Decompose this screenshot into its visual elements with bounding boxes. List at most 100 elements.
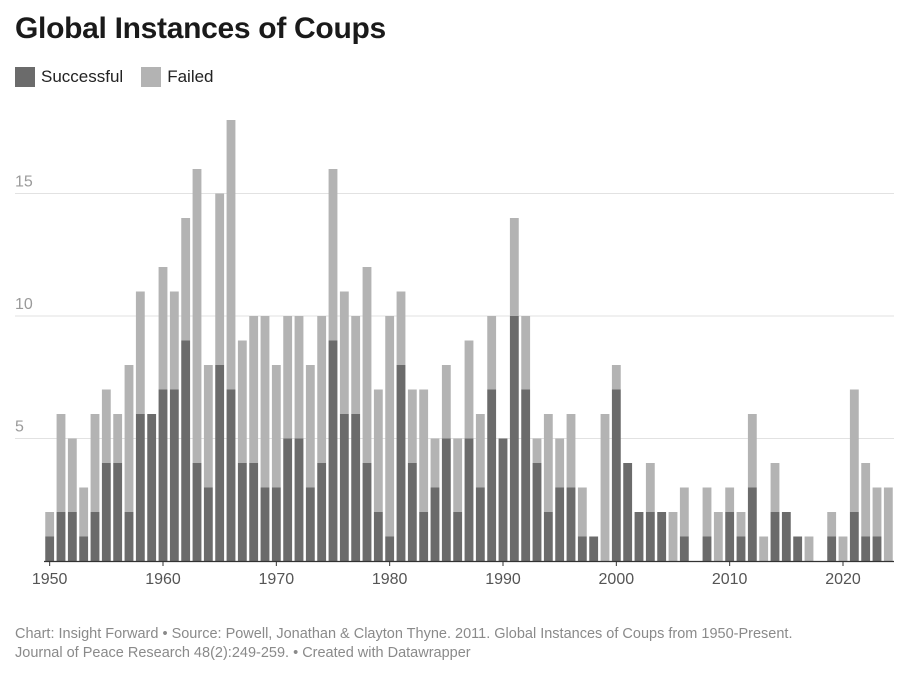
bar-successful-1953: [79, 536, 89, 561]
bar-successful-2008: [702, 536, 712, 561]
x-tick-label: 1960: [145, 571, 181, 588]
bar-failed-1997: [577, 487, 587, 537]
bar-failed-1970: [271, 365, 281, 488]
bar-failed-1999: [600, 414, 610, 561]
y-tick-label: 10: [15, 296, 33, 313]
bar-successful-2016: [793, 536, 803, 561]
bar-successful-1991: [509, 316, 519, 561]
bar-successful-1968: [249, 463, 259, 561]
bar-failed-1988: [475, 414, 485, 488]
bar-failed-2021: [849, 389, 859, 512]
bar-failed-1969: [260, 316, 270, 488]
bar-failed-2024: [883, 487, 893, 561]
bar-failed-1956: [113, 414, 123, 463]
bar-successful-2010: [725, 512, 735, 561]
bar-successful-1978: [362, 463, 372, 561]
bar-successful-2004: [657, 512, 667, 561]
bar-failed-1982: [407, 389, 417, 463]
bar-successful-1960: [158, 389, 168, 561]
bar-failed-2019: [827, 512, 837, 537]
bar-failed-1977: [351, 316, 361, 414]
bar-failed-2013: [759, 536, 769, 561]
bar-failed-1975: [328, 169, 338, 341]
bar-failed-2014: [770, 463, 780, 512]
bar-successful-1976: [339, 414, 349, 561]
bar-successful-1987: [464, 438, 474, 561]
bar-failed-1954: [90, 414, 100, 512]
bar-failed-2010: [725, 487, 735, 512]
bar-successful-1993: [532, 463, 542, 561]
bar-failed-2006: [679, 487, 689, 537]
bar-failed-1987: [464, 340, 474, 439]
bar-failed-1962: [181, 218, 191, 341]
bar-successful-2001: [623, 463, 633, 561]
bar-failed-2005: [668, 512, 678, 561]
bar-successful-1969: [260, 487, 270, 561]
x-tick-label: 1990: [485, 571, 521, 588]
bar-failed-2000: [611, 365, 621, 390]
bar-successful-1972: [294, 438, 304, 561]
bar-failed-1951: [56, 414, 66, 512]
bar-failed-1989: [487, 316, 497, 390]
bar-successful-1984: [430, 487, 440, 561]
bar-failed-2011: [736, 512, 746, 537]
bar-successful-1974: [317, 463, 327, 561]
bar-successful-1996: [566, 487, 576, 561]
footer-source-line-1: Chart: Insight Forward • Source: Powell,…: [15, 626, 793, 642]
bar-failed-1973: [305, 365, 315, 488]
bar-failed-2012: [747, 414, 757, 488]
bar-successful-2002: [634, 512, 644, 561]
bar-successful-1962: [181, 340, 191, 561]
bar-successful-2014: [770, 512, 780, 561]
bar-successful-1961: [169, 389, 179, 561]
bar-successful-1979: [373, 512, 383, 561]
x-tick-label: 2010: [712, 571, 748, 588]
x-tick-label: 1970: [259, 571, 295, 588]
bar-failed-1968: [249, 316, 259, 463]
bar-failed-1957: [124, 365, 134, 512]
bar-successful-2011: [736, 536, 746, 561]
bar-failed-1974: [317, 316, 327, 463]
bar-successful-1975: [328, 340, 338, 561]
bar-successful-1950: [45, 536, 55, 561]
bar-failed-2009: [713, 512, 723, 561]
chart-title: Global Instances of Coups: [15, 12, 386, 45]
x-tick-label: 1950: [32, 571, 68, 588]
bar-successful-1994: [543, 512, 553, 561]
bar-failed-1983: [419, 389, 429, 512]
bar-failed-1955: [101, 389, 111, 463]
bar-failed-2003: [645, 463, 655, 512]
legend-swatch-failed: [141, 67, 162, 87]
bar-failed-1950: [45, 512, 55, 537]
bar-failed-2023: [872, 487, 882, 537]
bar-successful-1981: [396, 365, 406, 561]
bar-successful-1954: [90, 512, 100, 561]
y-tick-label: 15: [15, 174, 33, 191]
bar-failed-1952: [67, 438, 77, 512]
bar-successful-1982: [407, 463, 417, 561]
bar-failed-1993: [532, 438, 542, 463]
chart-footer: Chart: Insight Forward • Source: Powell,…: [15, 625, 895, 663]
bar-failed-1976: [339, 291, 349, 414]
bar-successful-2006: [679, 536, 689, 561]
bar-chart: 5 10 15 1950 1960 1970 1980 1990 2000 2010 2020: [15, 120, 894, 588]
bar-failed-1978: [362, 267, 372, 463]
bar-failed-1994: [543, 414, 553, 512]
bar-successful-1959: [147, 414, 157, 561]
bar-successful-1992: [521, 389, 531, 561]
bar-failed-1981: [396, 291, 406, 365]
bar-successful-2023: [872, 536, 882, 561]
bar-successful-1983: [419, 512, 429, 561]
bar-successful-2000: [611, 389, 621, 561]
bar-successful-1973: [305, 487, 315, 561]
bar-successful-1970: [271, 487, 281, 561]
bar-failed-1979: [373, 389, 383, 512]
bar-successful-1963: [192, 463, 202, 561]
chart-legend: Successful Failed: [15, 67, 232, 87]
bar-failed-1961: [169, 291, 179, 390]
bar-failed-1953: [79, 487, 89, 537]
bar-successful-1957: [124, 512, 134, 561]
bar-successful-2015: [781, 512, 791, 561]
bar-successful-1997: [577, 536, 587, 561]
bar-successful-1985: [441, 438, 451, 561]
